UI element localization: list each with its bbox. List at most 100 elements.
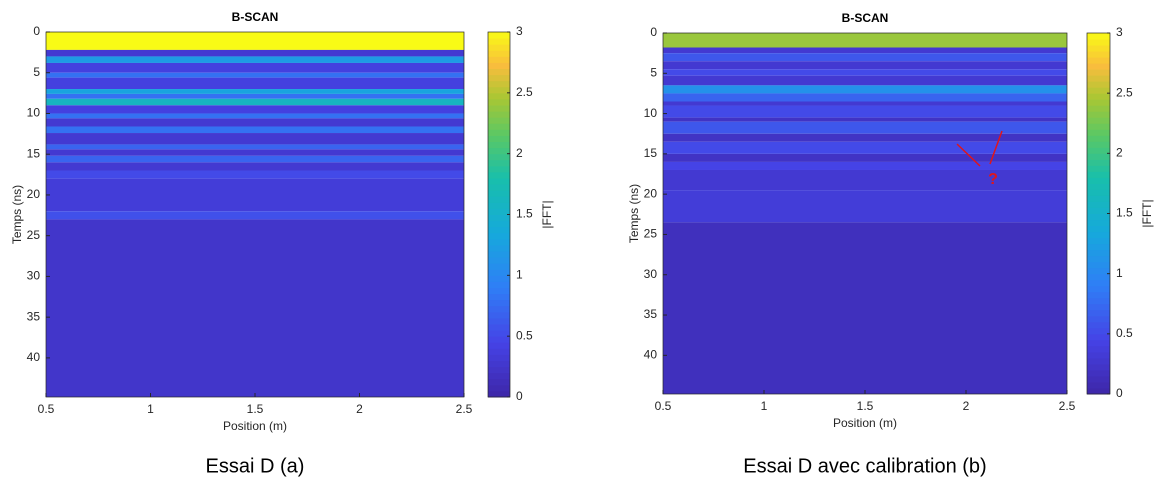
heatmap-row	[663, 121, 1067, 134]
colorbar-step	[1087, 225, 1110, 233]
colorbar-step	[488, 86, 510, 94]
colorbar-step	[488, 44, 510, 51]
colorbar-step	[1087, 141, 1110, 148]
colorbar-step	[488, 68, 510, 76]
colorbar-step	[488, 105, 510, 112]
colorbar-step	[1087, 231, 1110, 239]
heatmap-row	[663, 222, 1067, 394]
y-tick-label: 0	[33, 24, 40, 38]
colorbar-step	[1087, 249, 1110, 257]
colorbar-step	[488, 311, 510, 319]
colorbar-step	[1087, 195, 1110, 202]
y-tick-label: 40	[644, 347, 658, 361]
colorbar-step	[488, 257, 510, 264]
arrow	[989, 130, 1003, 165]
x-tick-label: 2.5	[1059, 399, 1076, 413]
x-tick-label: 1.5	[857, 399, 874, 413]
colorbar-step	[488, 342, 510, 349]
y-axis-label: Temps (ns)	[10, 185, 24, 244]
heatmap-row	[46, 72, 464, 78]
colorbar-step	[1087, 177, 1110, 184]
colorbar-step	[1087, 237, 1110, 245]
colorbar-step	[1087, 69, 1110, 76]
heatmap-row	[46, 219, 464, 397]
heatmap-row	[46, 105, 464, 114]
colorbar-step	[1087, 255, 1110, 263]
colorbar-step	[1087, 33, 1110, 40]
colorbar-step	[1087, 375, 1110, 383]
heatmap-row	[46, 170, 464, 179]
colorbar-step	[488, 330, 510, 337]
colorbar-step	[488, 214, 510, 222]
colorbar-step	[488, 178, 510, 185]
heatmap-row	[663, 133, 1067, 142]
colorbar-step	[1087, 165, 1110, 172]
colorbar-step	[488, 50, 510, 57]
colorbar-step	[488, 141, 510, 149]
colorbar-tick-label: 0	[1116, 386, 1123, 400]
colorbar-tick-label: 2	[1116, 146, 1123, 160]
colorbar-step	[1087, 321, 1110, 329]
colorbar-step	[488, 305, 510, 313]
colorbar-step	[1087, 339, 1110, 347]
heatmap-row	[46, 126, 464, 134]
annotation-arrows	[956, 130, 1003, 167]
colorbar-step	[488, 269, 510, 276]
colorbar-step	[1087, 267, 1110, 275]
colorbar-step	[488, 190, 510, 197]
colorbar-step	[488, 354, 510, 361]
caption: Essai D (a)	[206, 455, 305, 477]
colorbar-step	[1087, 45, 1110, 52]
colorbar-tick-label: 1.5	[516, 207, 533, 221]
colorbar-tick-label: 3	[516, 24, 523, 38]
arrow	[956, 143, 981, 167]
heatmap-row	[46, 113, 464, 119]
colorbar-step	[1087, 369, 1110, 377]
colorbar-label: |FFT|	[540, 200, 554, 228]
colorbar-step	[488, 287, 510, 295]
heatmap-row	[46, 133, 464, 145]
heatmap-row	[663, 190, 1067, 223]
colorbar-tick-label: 2	[516, 146, 523, 160]
heatmap-row	[46, 62, 464, 73]
heatmap-row	[46, 32, 464, 50]
colorbar-step	[1087, 189, 1110, 196]
colorbar-step	[488, 92, 510, 100]
colorbar-step	[488, 390, 510, 398]
colorbar-tick-label: 1	[516, 268, 523, 282]
heatmap-row	[46, 89, 464, 94]
colorbar-step	[1087, 87, 1110, 94]
colorbar-step	[488, 220, 510, 228]
heatmap-row	[46, 211, 464, 220]
colorbar-step	[488, 317, 510, 325]
colorbar-step	[488, 171, 510, 179]
colorbar-step	[1087, 123, 1110, 130]
heatmap-row	[46, 155, 464, 163]
colorbar-step	[488, 263, 510, 270]
colorbar-step	[1087, 213, 1110, 221]
heatmap-row	[663, 105, 1067, 118]
colorbar-step	[488, 384, 510, 392]
heatmap-row	[663, 93, 1067, 102]
heatmap-row	[46, 118, 464, 127]
colorbar-step	[488, 111, 510, 118]
colorbar-step	[1087, 309, 1110, 317]
colorbar-tick-label: 1	[1116, 266, 1123, 280]
colorbar-step	[1087, 171, 1110, 178]
colorbar-step	[1087, 93, 1110, 100]
colorbar-step	[1087, 207, 1110, 214]
heatmap-row	[46, 77, 464, 90]
colorbar-tick-label: 2.5	[516, 85, 533, 99]
x-axis-label: Position (m)	[223, 419, 287, 433]
x-tick-label: 0.5	[38, 402, 55, 416]
colorbar-step	[1087, 261, 1110, 269]
colorbar-step	[488, 372, 510, 380]
colorbar-step	[488, 117, 510, 124]
y-tick-label: 15	[644, 146, 658, 160]
x-tick-label: 2	[356, 402, 363, 416]
y-tick-label: 35	[644, 307, 658, 321]
colorbar-step	[488, 62, 510, 69]
colorbar-tick-label: 0.5	[1116, 326, 1133, 340]
colorbar-step	[488, 74, 510, 82]
colorbar-step	[1087, 219, 1110, 227]
